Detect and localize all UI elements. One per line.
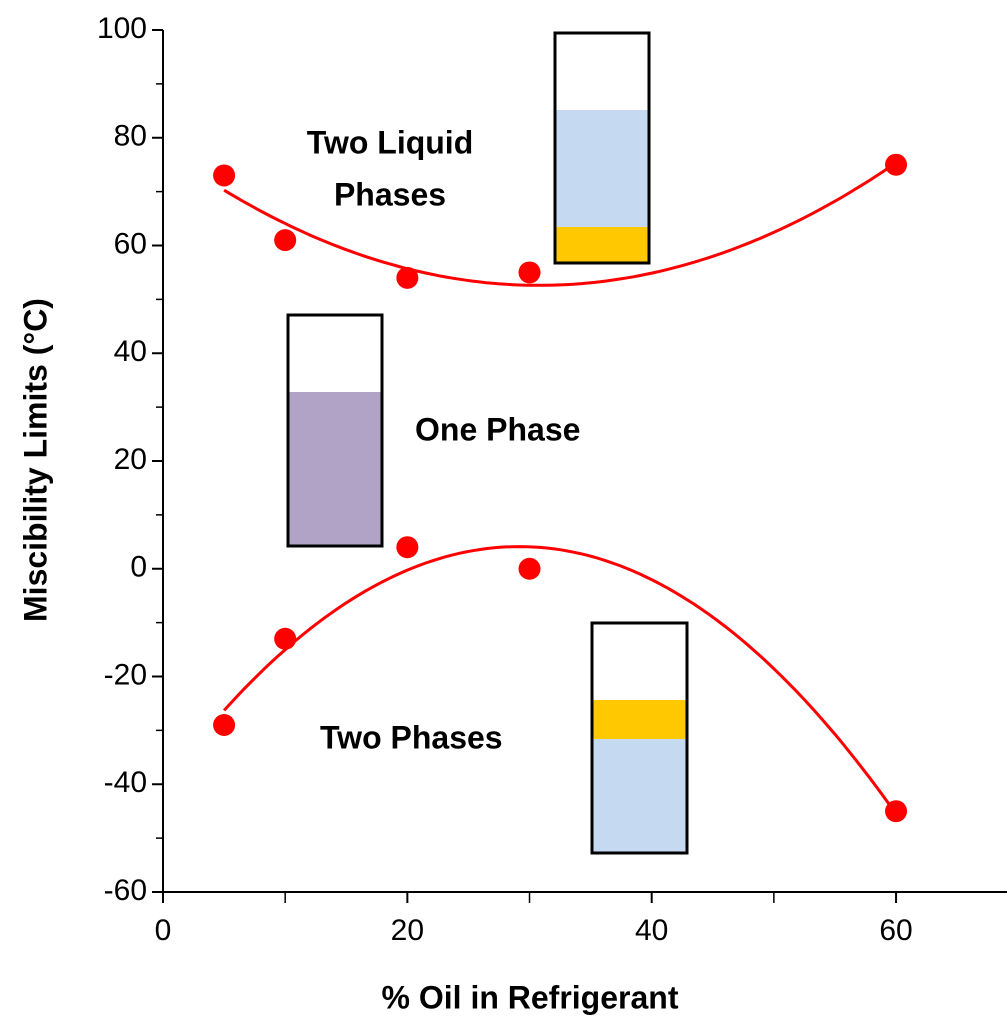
y-tick-label: 80 [114,120,147,153]
data-point [274,229,296,251]
y-axis-title: Miscibility Limits (°C) [17,298,53,622]
trendline [224,547,896,814]
data-point [213,714,235,736]
beaker-two-phases [592,623,687,853]
x-tick-label: 0 [155,914,172,947]
data-point [396,267,418,289]
x-tick-label: 20 [391,914,424,947]
data-point [396,536,418,558]
data-point [885,800,907,822]
annotation: Phases [334,176,446,212]
annotation: Two Liquid [307,124,473,160]
x-axis-title: % Oil in Refrigerant [382,979,679,1015]
data-point [885,154,907,176]
data-point [274,628,296,650]
beaker-one-phase [288,315,382,546]
y-tick-label: 60 [114,227,147,260]
beaker-two-liquid [555,33,649,263]
annotation: Two Phases [320,719,503,755]
y-tick-label: 0 [130,551,147,584]
data-point [519,558,541,580]
y-tick-label: 40 [114,335,147,368]
x-tick-label: 60 [879,914,912,947]
y-tick-label: -40 [104,766,147,799]
x-tick-label: 40 [635,914,668,947]
data-point [213,164,235,186]
y-tick-label: -20 [104,658,147,691]
page: {"chart_data": {"type": "scatter", "x_la… [0,0,1007,1023]
data-point [519,261,541,283]
chart: % Oil in Refrigerant Miscibility Limits … [0,0,1007,1023]
y-tick-label: -60 [104,874,147,907]
annotation: One Phase [415,411,580,447]
y-tick-label: 20 [114,443,147,476]
y-tick-label: 100 [97,12,147,45]
